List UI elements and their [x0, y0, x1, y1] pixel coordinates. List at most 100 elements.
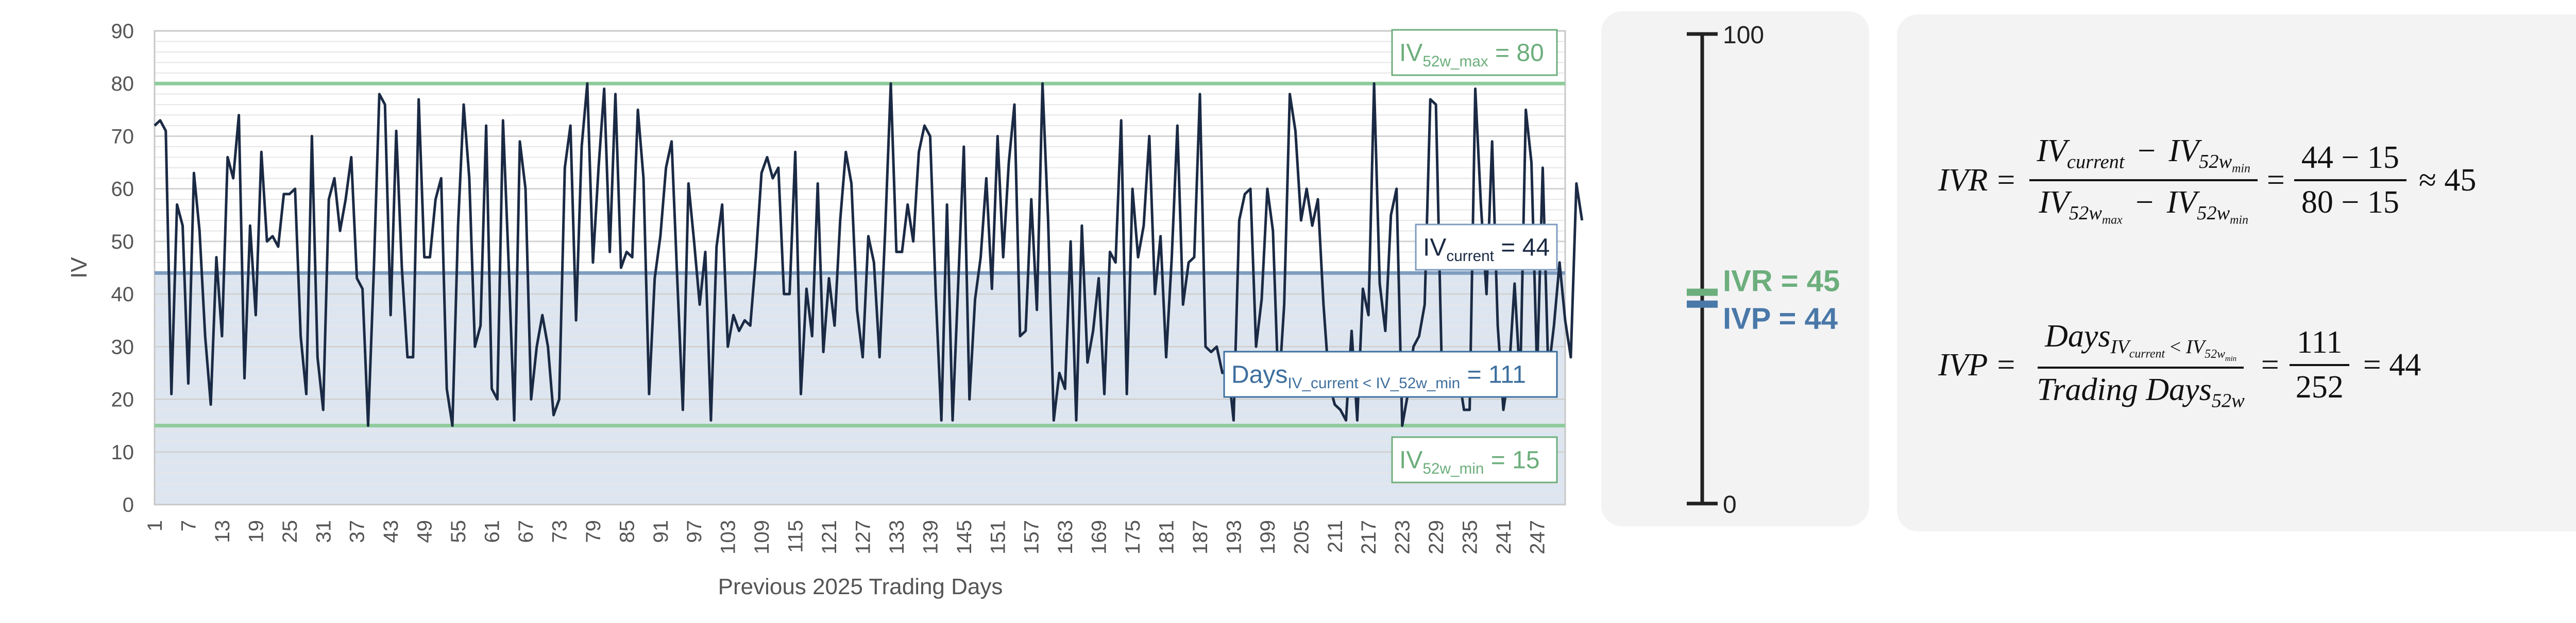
ivr-lhs: IVR: [1938, 162, 1988, 198]
gauge-panel: 100 0 IVR = 45 IVP = 44: [1601, 11, 1869, 526]
ivr-label: IVR = 45: [1723, 265, 1840, 298]
y-tick-label: 50: [111, 231, 134, 253]
x-tick-label: 73: [548, 520, 571, 543]
x-tick-label: 127: [852, 520, 874, 555]
ivr-num-a: IV: [2037, 133, 2067, 168]
annotation-days-text: DaysIV_current < IV_52w_min = 111: [1231, 361, 1526, 392]
x-tick-label: 97: [683, 520, 706, 543]
ivp-marker: [1687, 300, 1718, 308]
x-tick-label: 247: [1526, 520, 1549, 555]
ivp-den-sub: 52w: [2211, 390, 2245, 412]
ivr-num-a-sub: current: [2066, 151, 2125, 173]
x-tick-label: 67: [515, 520, 537, 543]
gauge-min-label: 0: [1723, 491, 1737, 518]
ivr-marker: [1687, 288, 1718, 296]
annotation-current-box: [1415, 223, 1558, 271]
ivr-ivp-gauge: 100 0 IVR = 45 IVP = 44: [1687, 22, 1840, 518]
ivp-num-a: Days: [2045, 319, 2111, 354]
ivp-num-b-sub: IV: [2185, 336, 2205, 358]
x-tick-label: 205: [1290, 520, 1313, 555]
y-tick-label: 20: [111, 389, 134, 411]
y-tick-label: 90: [111, 20, 134, 43]
annotation-min-text: IV52w_min = 15: [1399, 446, 1540, 477]
ivr-den-a-subsub: max: [2102, 214, 2123, 228]
x-tick-label: 235: [1459, 520, 1482, 555]
ivp-symbolic-fraction: DaysIVcurrent < IV52wmin Trading Days52w: [2029, 318, 2251, 412]
ivr-den-vals: 80 − 15: [2301, 185, 2399, 220]
x-tick-label: 31: [312, 520, 335, 543]
x-tick-label: 223: [1392, 520, 1414, 555]
annotation-days-box: [1223, 351, 1558, 398]
x-tick-label: 175: [1122, 520, 1144, 555]
x-tick-label: 49: [414, 520, 436, 543]
iv-line-chart: 0 10 20 30 40 50 60 70 80 90 1 7 13 19 25 31 37 43 49 55 61 6…: [66, 20, 1584, 599]
x-tick-label: 7: [177, 520, 200, 531]
ivr-result: ≈ 45: [2418, 162, 2477, 198]
annotation-min-main: IV: [1399, 446, 1422, 474]
x-tick-label: 43: [380, 520, 402, 543]
ivr-num-op: −: [2138, 133, 2156, 168]
x-tick-label: 133: [886, 520, 908, 555]
ivp-num-vals: 111: [2290, 324, 2350, 367]
ivr-den-b: IV: [2166, 185, 2197, 220]
ivr-den-a: IV: [2039, 185, 2069, 220]
y-tick-label: 40: [111, 283, 134, 306]
ivp-num-b-subsubsub: min: [2225, 354, 2237, 363]
x-tick-label: 199: [1257, 520, 1279, 555]
annotation-max-sub: 52w_max: [1422, 53, 1488, 70]
ivr-numeric-fraction: 44 − 15 80 − 15: [2294, 140, 2406, 221]
ivp-num-lt: <: [2170, 336, 2181, 358]
annotation-min-tail: = 15: [1484, 446, 1539, 474]
annotation-current-sub: current: [1446, 248, 1494, 265]
y-axis-label: IV: [66, 257, 92, 279]
x-tick-label: 13: [211, 520, 234, 543]
x-tick-label: 241: [1493, 520, 1515, 555]
x-tick-label: 1: [144, 520, 166, 531]
x-tick-label: 169: [1088, 520, 1111, 555]
ivp-num-b-subsub: 52w: [2205, 348, 2225, 361]
ivr-num-b: IV: [2168, 133, 2199, 168]
x-tick-label: 163: [1054, 520, 1077, 555]
ivp-equals-1: =: [1997, 347, 2015, 383]
ivp-result: = 44: [2363, 347, 2421, 383]
annotation-max-tail: = 80: [1488, 39, 1544, 66]
ivr-num-vals: 44 − 15: [2294, 140, 2406, 182]
x-tick-label: 79: [582, 520, 605, 543]
x-tick-label: 19: [245, 520, 267, 543]
ivr-formula: IVR = IVcurrent − IV52wmin IV52wmax − IV…: [1938, 133, 2476, 228]
x-tick-label: 121: [818, 520, 841, 555]
x-tick-label: 37: [346, 520, 369, 543]
ivp-den: Trading Days: [2037, 372, 2212, 407]
annotation-max-box: [1391, 29, 1558, 76]
ivp-equals-2: =: [2261, 347, 2279, 383]
y-tick-label: 80: [111, 73, 134, 95]
ivr-den-a-sub: 52w: [2069, 202, 2102, 224]
ivr-den-b-subsub: min: [2230, 214, 2248, 228]
x-tick-label: 211: [1324, 520, 1347, 553]
annotation-current-tail: = 44: [1494, 234, 1550, 261]
annotation-days-main: Days: [1231, 361, 1287, 388]
iv-series-line: [154, 82, 1584, 427]
ivp-formula: IVP = DaysIVcurrent < IV52wmin Trading D…: [1938, 318, 2421, 412]
x-tick-label: 145: [953, 520, 976, 555]
annotation-min-box: [1391, 436, 1558, 483]
x-tick-label: 187: [1189, 520, 1212, 555]
x-tick-label: 61: [481, 520, 504, 543]
ivp-label: IVP = 44: [1723, 302, 1838, 336]
annotation-max-text: IV52w_max = 80: [1399, 39, 1544, 70]
gauge-max-label: 100: [1723, 22, 1764, 49]
ivr-num-b-sub: 52w: [2199, 151, 2232, 173]
x-tick-label: 139: [919, 520, 942, 555]
x-tick-label: 229: [1425, 520, 1448, 555]
x-tick-label: 115: [785, 520, 807, 553]
x-tick-label: 151: [987, 520, 1009, 555]
x-tick-label: 193: [1223, 520, 1245, 555]
ivp-num-a-subsub: current: [2129, 348, 2165, 361]
ivr-equals-2: =: [2266, 162, 2285, 198]
y-tick-label: 30: [111, 336, 134, 358]
x-tick-label: 181: [1156, 520, 1178, 555]
formula-panel: IVR = IVcurrent − IV52wmin IV52wmax − IV…: [1897, 14, 2576, 531]
x-axis-label: Previous 2025 Trading Days: [718, 574, 1003, 599]
x-tick-label: 25: [279, 520, 301, 543]
ivr-den-b-sub: 52w: [2197, 202, 2230, 224]
